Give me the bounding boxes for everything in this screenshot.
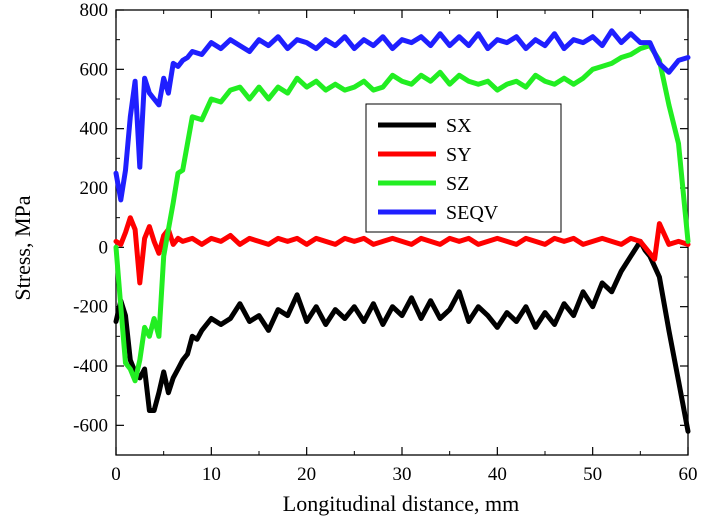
y-tick-label: -200 (73, 297, 108, 318)
series-line-seqv (113, 28, 691, 203)
series-line-sz (113, 43, 691, 384)
series-line-sx (113, 238, 691, 434)
x-axis-label: Longitudinal distance, mm (283, 491, 519, 516)
x-tick-label: 60 (679, 464, 698, 485)
legend-label-seqv: SEQV (446, 202, 499, 224)
legend-label-sx: SX (446, 115, 472, 137)
legend-label-sz: SZ (446, 173, 469, 195)
y-tick-label: -400 (73, 356, 108, 377)
x-tick-label: 40 (488, 464, 507, 485)
series-layer (113, 28, 691, 434)
y-axis-label: Stress, MPa (10, 195, 35, 300)
x-tick-label: 50 (583, 464, 602, 485)
legend-label-sy: SY (446, 144, 472, 166)
y-tick-label: 200 (80, 178, 109, 199)
y-tick-label: 400 (80, 119, 109, 140)
y-tick-label: -600 (73, 415, 108, 436)
y-tick-label: 0 (99, 237, 109, 258)
x-tick-label: 0 (111, 464, 121, 485)
x-tick-label: 10 (202, 464, 221, 485)
y-tick-label: 600 (80, 59, 109, 80)
x-tick-label: 30 (393, 464, 412, 485)
axes: 0 10 20 30 40 50 60 -600 -400 -200 0 200 400 600 800 (73, 0, 697, 485)
legend: SX SY SZ SEQV (365, 103, 562, 233)
y-tick-label: 800 (80, 0, 109, 21)
x-tick-label: 20 (297, 464, 316, 485)
